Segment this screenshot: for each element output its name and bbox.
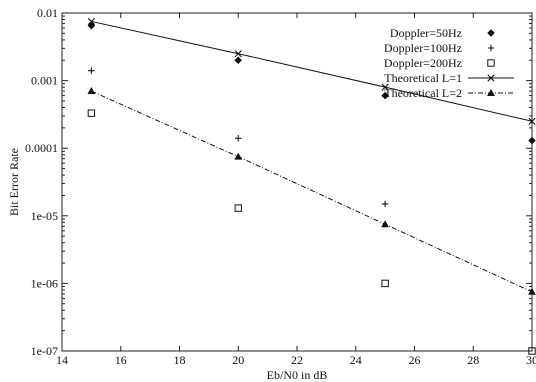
data-point: [234, 152, 243, 160]
x-axis-label: Eb/N0 in dB: [267, 368, 328, 382]
data-point: [381, 83, 389, 91]
data-point: [528, 287, 536, 295]
legend-label: Theoretical L=2: [384, 86, 462, 100]
y-tick-label: 1e-06: [31, 276, 58, 290]
legend-marker: [487, 44, 495, 52]
legend: Doppler=50HzDoppler=100HzDoppler=200HzTh…: [384, 26, 514, 100]
x-tick-label: 22: [291, 353, 303, 367]
series-doppler-50hz: [87, 21, 536, 145]
legend-label: Doppler=50Hz: [390, 26, 462, 40]
data-point: [234, 56, 243, 65]
x-tick-label: 28: [467, 353, 479, 367]
series-theoretical-l-1: [87, 17, 536, 125]
series-doppler-100hz: [88, 67, 389, 208]
y-axis-ticks: 1e-07 1e-06 1e-05 0.0001 0.001 0.01: [25, 6, 532, 358]
data-point: [88, 67, 95, 74]
y-tick-label: 1e-07: [31, 344, 58, 358]
y-tick-label: 0.0001: [25, 141, 58, 155]
data-point: [87, 109, 96, 117]
data-point: [381, 279, 389, 288]
x-tick-label: 16: [115, 353, 127, 367]
legend-label: Doppler=200Hz: [384, 56, 462, 70]
legend-label: Doppler=100Hz: [384, 41, 462, 55]
data-point: [87, 21, 96, 30]
data-point: [87, 87, 96, 95]
x-tick-label: 30: [526, 353, 536, 367]
series-doppler-200hz: [87, 109, 536, 355]
legend-marker: [487, 29, 495, 37]
x-tick-label: 14: [56, 353, 68, 367]
legend-marker: [487, 59, 495, 67]
data-point: [381, 200, 389, 208]
data-point: [381, 220, 390, 228]
data-point: [234, 204, 242, 212]
legend-marker: [487, 74, 495, 82]
x-tick-label: 24: [350, 353, 362, 367]
data-point: [234, 50, 242, 58]
data-point: [528, 117, 536, 125]
series-layer: [87, 17, 536, 355]
data-point: [528, 347, 536, 355]
y-tick-label: 0.01: [37, 6, 58, 20]
series-line: [91, 90, 533, 293]
y-tick-label: 0.001: [31, 74, 58, 88]
y-tick-label: 1e-05: [31, 209, 58, 223]
x-tick-label: 26: [409, 353, 421, 367]
y-axis-label: Bit Error Rate: [7, 148, 21, 216]
legend-label: Theoretical L=1: [384, 71, 462, 85]
series-theoretical-l-2: [87, 87, 536, 295]
series-line: [91, 20, 533, 122]
data-point: [528, 136, 536, 145]
data-point: [235, 135, 242, 142]
x-axis-ticks: 14 16 18 20 22 24 26 28 30: [56, 13, 536, 367]
x-tick-label: 18: [174, 353, 186, 367]
data-point: [87, 17, 95, 26]
data-point: [381, 91, 389, 100]
x-tick-label: 20: [232, 353, 244, 367]
legend-marker: [487, 88, 495, 96]
